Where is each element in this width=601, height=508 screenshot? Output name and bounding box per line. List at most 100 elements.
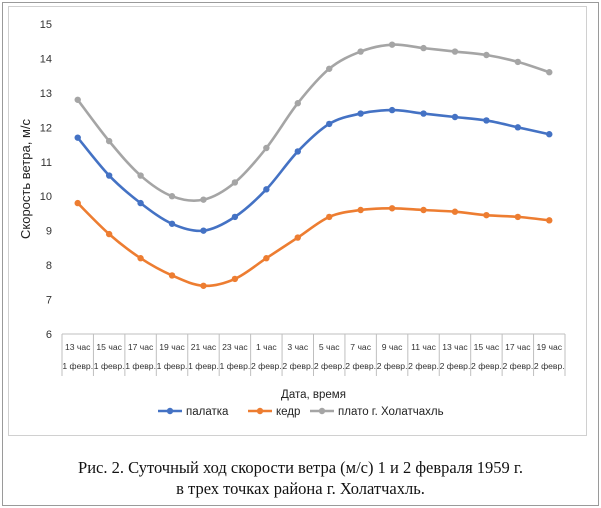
data-point-palatka <box>546 131 553 138</box>
legend-label-plato: плато г. Холатчахль <box>338 406 444 418</box>
x-tick-time-label: 17 час <box>505 342 531 352</box>
data-point-plato <box>420 44 427 52</box>
data-point-plato <box>546 69 553 76</box>
legend-marker-palatka <box>166 407 174 415</box>
data-point-kedr <box>326 213 333 221</box>
data-point-palatka <box>294 148 301 155</box>
data-point-plato <box>168 193 176 200</box>
data-point-plato <box>451 48 459 55</box>
data-point-kedr <box>105 230 113 238</box>
x-tick-date-label: 2 февр. <box>408 361 439 371</box>
y-tick-label: 12 <box>40 122 52 134</box>
x-tick-date-label: 2 февр. <box>251 361 282 371</box>
data-point-palatka <box>168 220 176 227</box>
data-point-kedr <box>514 213 522 221</box>
data-point-palatka <box>514 124 522 131</box>
x-tick-date-label: 1 февр. <box>220 361 251 371</box>
x-tick-date-label: 2 февр. <box>314 361 345 371</box>
x-tick-time-label: 13 час <box>442 342 468 352</box>
data-point-kedr <box>74 199 81 207</box>
y-tick-label: 6 <box>46 329 52 341</box>
y-tick-label: 13 <box>40 88 52 100</box>
data-point-palatka <box>74 134 81 141</box>
data-point-palatka <box>326 120 333 128</box>
data-point-palatka <box>357 110 364 117</box>
data-point-palatka <box>263 186 270 193</box>
series-line-palatka <box>76 108 550 233</box>
data-point-kedr <box>200 282 207 289</box>
y-tick-label: 10 <box>40 191 52 203</box>
data-point-palatka <box>483 117 490 124</box>
x-tick-date-label: 2 февр. <box>471 361 502 371</box>
y-axis-label: Скорость ветра, м/с <box>18 119 33 239</box>
y-tick-label: 7 <box>46 295 52 307</box>
x-tick-time-label: 17 час <box>128 342 154 352</box>
data-point-kedr <box>231 275 239 283</box>
data-point-kedr <box>483 211 490 219</box>
x-tick-time-label: 21 час <box>191 342 217 352</box>
x-tick-date-label: 2 февр. <box>282 361 313 371</box>
data-point-plato <box>231 179 239 186</box>
x-axis-label: Дата, время <box>281 389 346 401</box>
data-point-plato <box>200 196 207 203</box>
x-tick-time-label: 9 час <box>382 342 403 352</box>
data-point-kedr <box>388 205 396 212</box>
x-tick-time-label: 11 час <box>411 342 437 352</box>
data-point-kedr <box>451 208 459 215</box>
data-point-palatka <box>200 227 207 234</box>
x-tick-time-label: 15 час <box>96 342 122 352</box>
data-point-kedr <box>137 255 144 262</box>
x-tick-time-label: 5 час <box>319 342 340 352</box>
y-tick-label: 8 <box>46 260 52 272</box>
x-tick-date-label: 1 февр. <box>62 361 93 371</box>
x-tick-date-label: 2 февр. <box>440 361 471 371</box>
data-point-kedr <box>546 217 553 224</box>
x-tick-date-label: 1 февр. <box>125 361 156 371</box>
y-tick-label: 11 <box>41 157 52 169</box>
series-line-kedr <box>76 202 550 288</box>
x-tick-time-label: 19 час <box>537 342 563 352</box>
x-tick-time-label: 15 час <box>474 342 500 352</box>
data-point-plato <box>263 144 270 152</box>
x-tick-date-label: 2 февр. <box>502 361 533 371</box>
data-point-plato <box>514 58 522 66</box>
x-tick-date-label: 1 февр. <box>157 361 188 371</box>
caption-line-1: Рис. 2. Суточный ход скорости ветра (м/с… <box>78 458 523 477</box>
data-point-plato <box>74 96 81 103</box>
x-tick-date-label: 2 февр. <box>534 361 565 371</box>
legend-label-palatka: палатка <box>186 406 229 418</box>
data-point-plato <box>137 172 144 179</box>
x-tick-time-label: 3 час <box>287 342 308 352</box>
caption-line-2: в трех точках района г. Холатчахль. <box>176 479 425 498</box>
y-tick-label: 15 <box>40 19 52 31</box>
data-point-plato <box>483 51 490 59</box>
data-point-plato <box>357 48 364 55</box>
x-tick-date-label: 1 февр. <box>188 361 219 371</box>
data-point-plato <box>294 100 301 107</box>
x-tick-time-label: 7 час <box>350 342 371 352</box>
x-tick-date-label: 2 февр. <box>377 361 408 371</box>
data-point-plato <box>326 65 333 72</box>
data-point-kedr <box>357 206 364 214</box>
data-point-plato <box>105 137 113 145</box>
data-point-kedr <box>294 234 301 241</box>
x-tick-time-label: 13 час <box>65 342 91 352</box>
y-tick-label: 9 <box>46 226 52 238</box>
x-tick-date-label: 1 февр. <box>94 361 125 371</box>
legend-marker-kedr <box>256 407 264 415</box>
data-point-palatka <box>231 213 239 221</box>
series-line-plato <box>76 43 550 202</box>
data-point-kedr <box>420 206 427 214</box>
x-tick-date-label: 2 февр. <box>345 361 376 371</box>
data-point-kedr <box>168 272 176 279</box>
data-point-palatka <box>451 113 459 121</box>
data-point-palatka <box>420 110 427 117</box>
chart-area <box>8 6 587 436</box>
x-tick-time-label: 1 час <box>256 342 277 352</box>
data-point-plato <box>388 41 396 48</box>
data-point-palatka <box>137 199 144 207</box>
x-tick-time-label: 19 час <box>159 342 185 352</box>
legend-marker-plato <box>318 407 326 415</box>
data-point-palatka <box>388 106 396 114</box>
y-tick-label: 14 <box>40 53 52 65</box>
